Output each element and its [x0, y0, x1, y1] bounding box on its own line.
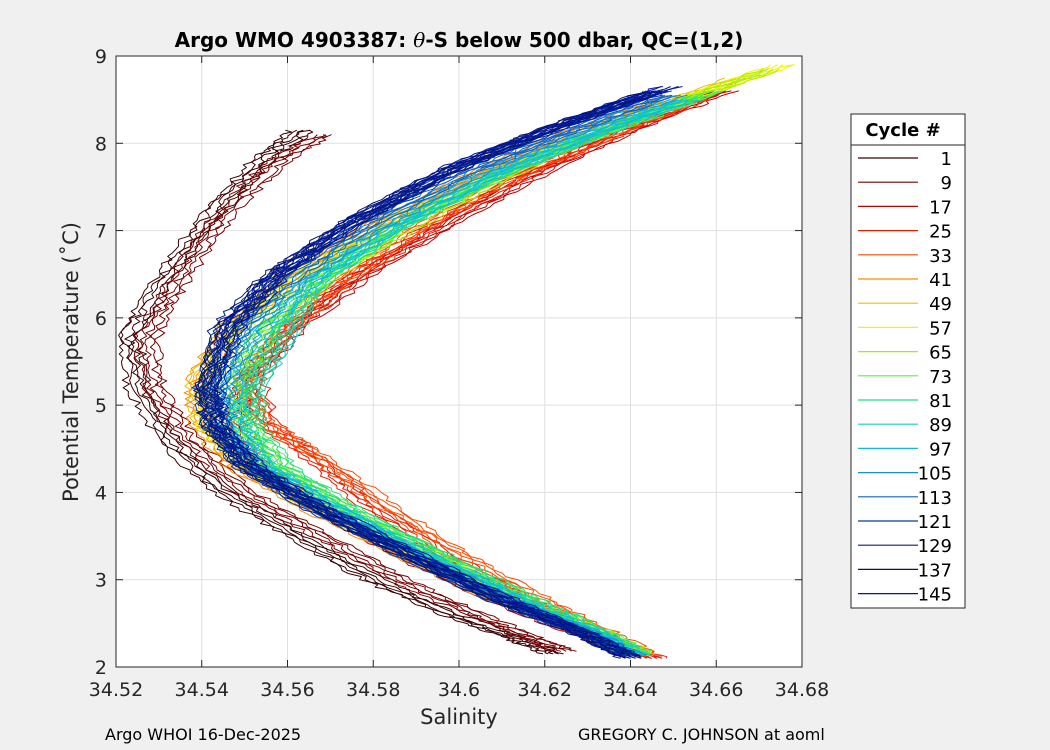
x-tick-label: 34.52 — [89, 679, 143, 701]
footer-credit-left: Argo WHOI 16-Dec-2025 — [105, 725, 302, 744]
legend-entries: 1 9 17 25 33 41 49 57 65 73 81 89 97 105 113 121 129 137 1… — [858, 149, 952, 606]
legend-label: 89 — [929, 415, 952, 436]
y-tick-label: 2 — [95, 657, 107, 679]
x-tick-label: 34.56 — [260, 679, 314, 701]
series-line-cycle-97 — [221, 99, 675, 657]
x-tick-label: 34.64 — [603, 679, 657, 701]
x-tick-label: 34.6 — [438, 679, 480, 701]
x-tick-label: 34.54 — [175, 679, 229, 701]
legend-label: 33 — [929, 246, 952, 267]
legend-label: 105 — [918, 464, 952, 485]
axis-ticks — [115, 55, 803, 668]
y-axis-label: Potential Temperature (˚C) — [59, 222, 83, 502]
legend-label: 145 — [918, 585, 952, 606]
legend-label: 1 — [941, 149, 952, 170]
series-line-cycle-9 — [153, 134, 577, 652]
legend-label: 73 — [929, 367, 952, 388]
legend: Cycle # 1 9 17 25 33 41 49 57 65 73 81 89 97 105 113 12… — [850, 113, 966, 609]
series-line-cycle-145 — [200, 86, 662, 659]
series-line-cycle-1 — [130, 129, 559, 655]
y-tick-label: 5 — [95, 395, 107, 417]
legend-label: 41 — [929, 270, 952, 291]
series-line-cycle-1 — [120, 129, 549, 655]
legend-label: 121 — [918, 512, 952, 533]
y-tick-label: 9 — [95, 46, 107, 68]
x-tick-label: 34.58 — [346, 679, 400, 701]
legend-label: 81 — [929, 391, 952, 412]
series-line-cycle-81 — [258, 94, 709, 657]
legend-title: Cycle # — [865, 120, 940, 141]
data-series-lines — [118, 64, 796, 659]
y-tick-label: 8 — [95, 133, 107, 155]
series-line-cycle-33 — [251, 99, 707, 657]
legend-box — [850, 113, 966, 609]
series-line-cycle-25 — [261, 94, 717, 659]
x-tick-labels: 34.52 34.54 34.56 34.58 34.6 34.62 34.64 34.66 3… — [89, 679, 829, 701]
legend-label: 9 — [941, 173, 952, 194]
title-prefix: Argo WMO 4903387: — [175, 28, 414, 52]
series-line-cycle-9 — [133, 134, 556, 652]
legend-label: 49 — [929, 294, 952, 315]
x-tick-label: 34.68 — [775, 679, 829, 701]
legend-label: 129 — [918, 536, 952, 557]
y-tick-label: 4 — [95, 482, 107, 504]
y-tick-label: 3 — [95, 570, 107, 592]
x-axis-label: Salinity — [420, 705, 498, 729]
series-line-cycle-105 — [228, 94, 688, 657]
series-line-cycle-97 — [232, 99, 684, 656]
x-tick-label: 34.62 — [518, 679, 572, 701]
series-line-cycle-113 — [221, 95, 672, 657]
y-tick-label: 6 — [95, 308, 107, 330]
title-theta: θ — [413, 28, 425, 52]
legend-label: 25 — [929, 222, 952, 243]
footer-credit-right: GREGORY C. JOHNSON at aoml — [578, 725, 825, 744]
y-tick-label: 7 — [95, 221, 107, 243]
series-line-cycle-89 — [241, 99, 698, 656]
chart-title: Argo WMO 4903387: θ-S below 500 dbar, QC… — [175, 28, 744, 52]
y-tick-labels: 2 3 4 5 6 7 8 9 — [95, 46, 107, 679]
legend-label: 17 — [929, 197, 952, 218]
legend-label: 65 — [929, 343, 952, 364]
series-line-cycle-9 — [144, 134, 567, 652]
title-suffix: -S below 500 dbar, QC=(1,2) — [425, 28, 743, 52]
legend-label: 137 — [918, 560, 952, 581]
legend-label: 57 — [929, 318, 952, 339]
legend-label: 97 — [929, 439, 952, 460]
series-line-cycle-97 — [237, 99, 689, 657]
series-line-cycle-145 — [219, 86, 683, 659]
series-line-cycle-1 — [124, 129, 554, 655]
x-tick-label: 34.66 — [689, 679, 743, 701]
legend-label: 113 — [918, 488, 952, 509]
